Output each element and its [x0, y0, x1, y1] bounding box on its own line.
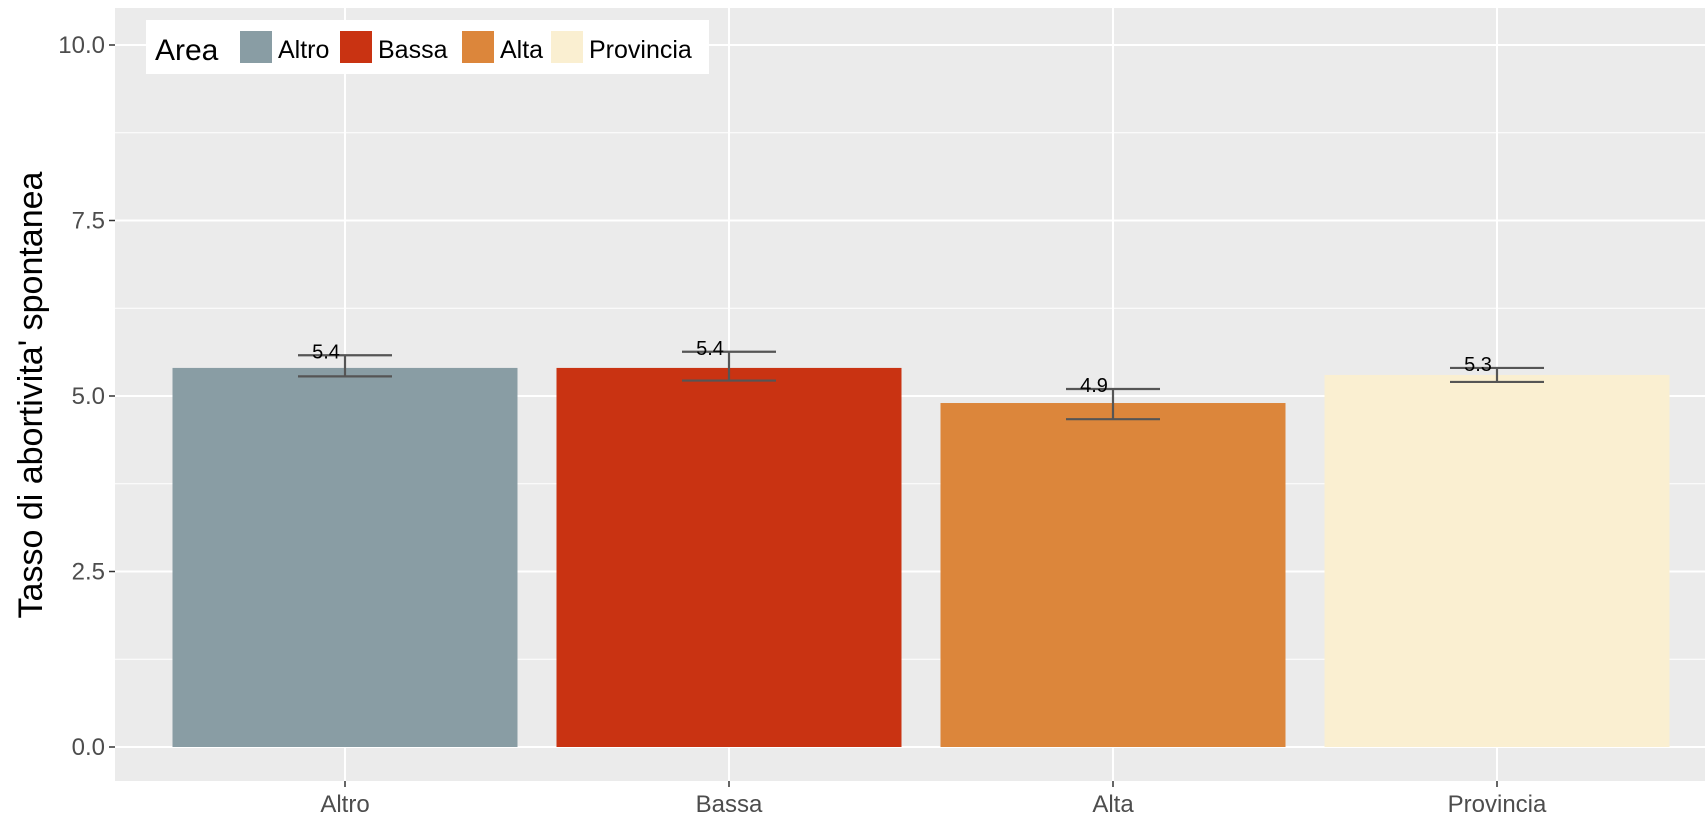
bar-bassa: [556, 367, 902, 747]
legend-items: Altro Bassa Alta Provincia: [240, 31, 692, 64]
legend-label-provincia: Provincia: [589, 36, 692, 64]
bar-alta: [940, 403, 1286, 747]
data-labels-layer: 5.4 5.4 4.9 5.3: [312, 338, 1492, 397]
y-tick-label: 5.0: [72, 383, 105, 410]
legend-background: [146, 20, 709, 74]
legend-label-bassa: Bassa: [378, 36, 448, 64]
legend-label-altro: Altro: [278, 36, 329, 64]
x-tick-label: Bassa: [696, 791, 763, 818]
data-label: 4.9: [1080, 375, 1108, 397]
y-tick-label: 2.5: [72, 559, 105, 586]
data-label: 5.4: [696, 338, 724, 360]
legend-title: Area: [155, 34, 219, 67]
bars-layer: [172, 367, 1670, 747]
data-label: 5.3: [1464, 354, 1492, 376]
y-tick-label: 0.0: [72, 734, 105, 761]
x-axis: Altro Bassa Alta Provincia: [320, 781, 1547, 818]
legend-swatch-alta: [462, 31, 494, 63]
legend-swatch-altro: [240, 31, 272, 63]
x-tick-label: Provincia: [1448, 791, 1547, 818]
data-label: 5.4: [312, 341, 340, 363]
legend-label-alta: Alta: [500, 36, 543, 64]
legend-swatch-provincia: [551, 31, 583, 63]
bar-provincia: [1324, 374, 1670, 747]
error-bars-layer: [298, 350, 1544, 421]
y-axis-title: Tasso di abortivita' spontanea: [12, 171, 50, 618]
y-tick-label: 10.0: [58, 32, 105, 59]
bar-altro: [172, 367, 518, 747]
y-axis: 0.0 2.5 5.0 7.5 10.0: [58, 32, 115, 761]
x-tick-label: Altro: [320, 791, 369, 818]
x-tick-label: Alta: [1092, 791, 1134, 818]
y-tick-label: 7.5: [72, 208, 105, 235]
legend-swatch-bassa: [340, 31, 372, 63]
legend: Area Altro Bassa Alta Provincia: [146, 20, 709, 74]
